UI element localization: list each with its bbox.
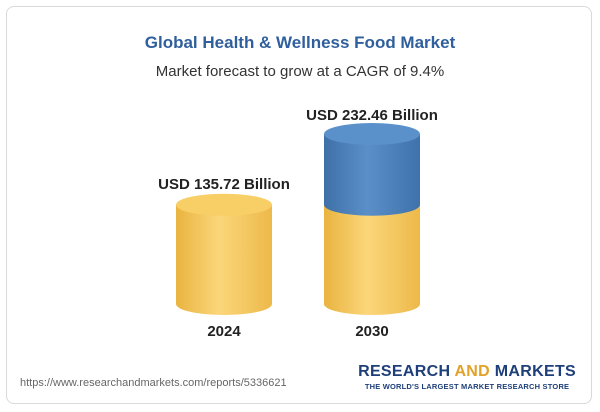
chart-subtitle: Market forecast to grow at a CAGR of 9.4… [155,63,445,80]
bar-2030-base-body [324,204,420,315]
data-label-2030: USD 232.46 Billion [306,107,438,124]
x-tick-2024: 2024 [207,323,241,340]
bar-2024-body [176,204,272,315]
source-url[interactable]: https://www.researchandmarkets.com/repor… [20,377,287,389]
brand-logo: RESEARCH AND MARKETS THE WORLD'S LARGEST… [358,363,576,391]
x-tick-2030: 2030 [355,323,388,340]
data-label-2024: USD 135.72 Billion [158,176,290,193]
brand-name: RESEARCH AND MARKETS [358,363,576,380]
bar-2030-growth-body [324,134,420,216]
chart-title: Global Health & Wellness Food Market [144,33,456,52]
brand-tagline: THE WORLD'S LARGEST MARKET RESEARCH STOR… [364,382,570,391]
bar-2024-top [176,193,272,216]
bar-2030-growth-top [324,123,420,145]
brand-accent: AND [454,363,491,380]
chart-card [6,6,592,404]
